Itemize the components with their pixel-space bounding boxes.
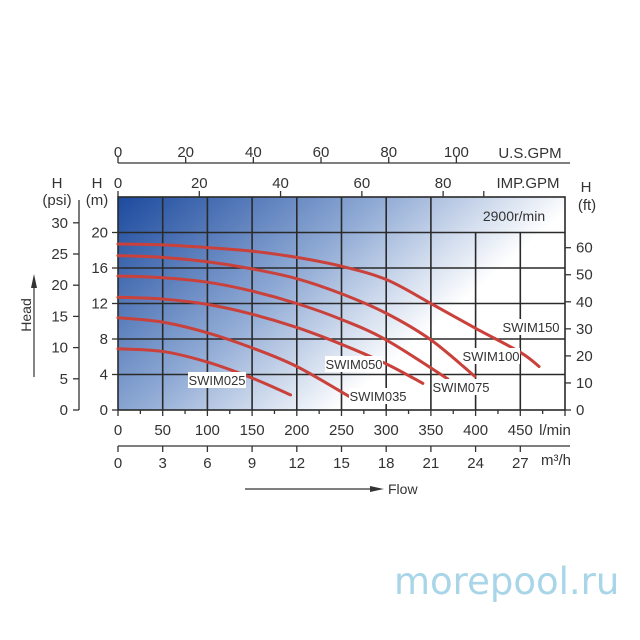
usgpm-axis-unit: U.S.GPM <box>498 145 561 162</box>
psi-header: H <box>52 175 63 192</box>
usgpm-tick-label: 60 <box>313 144 330 161</box>
flow-label: Flow <box>388 481 418 497</box>
psi-tick-label: 20 <box>51 277 68 294</box>
series-label-bg <box>462 348 520 364</box>
m3h-axis-unit: m³/h <box>541 452 571 469</box>
m-unit: (m) <box>86 192 109 209</box>
curve-swim075 <box>116 274 450 381</box>
usgpm-tick-label: 80 <box>380 144 397 161</box>
curve-swim150 <box>116 242 541 369</box>
curve-swim025 <box>116 347 293 397</box>
psi-tick-label: 5 <box>60 371 68 388</box>
m-tick-label: 0 <box>100 402 108 419</box>
x-tick-label: 400 <box>463 422 488 439</box>
series-label-bg <box>349 388 407 404</box>
m-tick-label: 8 <box>100 331 108 348</box>
psi-tick-label: 10 <box>51 340 68 357</box>
impgpm-tick-label: 20 <box>191 175 208 192</box>
psi-tick-label: 15 <box>51 308 68 325</box>
psi-tick-label: 0 <box>60 402 68 419</box>
series-label-swim050: SWIM050 <box>325 357 382 372</box>
ft-tick-label: 10 <box>576 375 593 392</box>
m3h-tick-label: 9 <box>248 455 256 472</box>
ft-tick-label: 40 <box>576 294 593 311</box>
series-label-bg <box>188 372 246 388</box>
ft-tick-label: 20 <box>576 348 593 365</box>
m3h-tick-label: 0 <box>114 455 122 472</box>
m3h-tick-label: 15 <box>333 455 350 472</box>
x-tick-label: 200 <box>284 422 309 439</box>
ft-header: H <box>581 179 592 196</box>
flow-arrow-head-icon <box>370 486 384 492</box>
x-tick-label: 100 <box>195 422 220 439</box>
impgpm-tick-label: 80 <box>435 175 452 192</box>
psi-unit: (psi) <box>42 192 71 209</box>
m3h-tick-label: 27 <box>512 455 529 472</box>
usgpm-tick-label: 20 <box>177 144 194 161</box>
m3h-tick-label: 18 <box>378 455 395 472</box>
x-tick-label: 350 <box>418 422 443 439</box>
curve-swim100 <box>116 254 477 378</box>
head-arrow-head-icon <box>31 274 37 288</box>
m-tick-label: 16 <box>91 260 108 277</box>
m3h-tick-label: 21 <box>423 455 440 472</box>
m3h-tick-label: 12 <box>288 455 305 472</box>
x-tick-label: 300 <box>374 422 399 439</box>
m3h-tick-label: 3 <box>159 455 167 472</box>
m-header: H <box>92 175 103 192</box>
m3h-tick-label: 24 <box>467 455 484 472</box>
x-tick-label: 50 <box>154 422 171 439</box>
x-tick-label: 450 <box>508 422 533 439</box>
impgpm-axis-unit: IMP.GPM <box>496 175 559 192</box>
psi-tick-label: 30 <box>51 215 68 232</box>
ft-tick-label: 50 <box>576 267 593 284</box>
psi-tick-label: 25 <box>51 246 68 263</box>
impgpm-tick-label: 0 <box>114 175 122 192</box>
m-tick-label: 4 <box>100 367 108 384</box>
x-axis-unit: l/min <box>539 422 571 439</box>
m-tick-label: 20 <box>91 225 108 242</box>
series-label-bg <box>432 379 490 395</box>
m-tick-label: 12 <box>91 296 108 313</box>
usgpm-tick-label: 100 <box>444 144 469 161</box>
impgpm-tick-label: 40 <box>272 175 289 192</box>
ft-unit: (ft) <box>578 197 596 214</box>
usgpm-tick-label: 0 <box>114 144 122 161</box>
series-label-bg <box>325 356 383 372</box>
speed-label: 2900r/min <box>483 208 545 224</box>
usgpm-tick-label: 40 <box>245 144 262 161</box>
x-tick-label: 0 <box>114 422 122 439</box>
series-label-swim150: SWIM150 <box>502 320 559 335</box>
series-label-swim075: SWIM075 <box>432 380 489 395</box>
x-tick-label: 150 <box>240 422 265 439</box>
ft-tick-label: 60 <box>576 240 593 257</box>
impgpm-tick-label: 60 <box>354 175 371 192</box>
series-label-bg <box>502 319 560 335</box>
m3h-tick-label: 6 <box>203 455 211 472</box>
head-label: Head <box>18 298 34 331</box>
x-tick-label: 250 <box>329 422 354 439</box>
curve-swim035 <box>116 316 352 399</box>
series-label-swim035: SWIM035 <box>349 389 406 404</box>
series-label-swim100: SWIM100 <box>462 349 519 364</box>
ft-tick-label: 30 <box>576 321 593 338</box>
watermark: morepool.ru <box>394 560 620 603</box>
ft-tick-label: 0 <box>576 402 584 419</box>
series-label-swim025: SWIM025 <box>188 373 245 388</box>
